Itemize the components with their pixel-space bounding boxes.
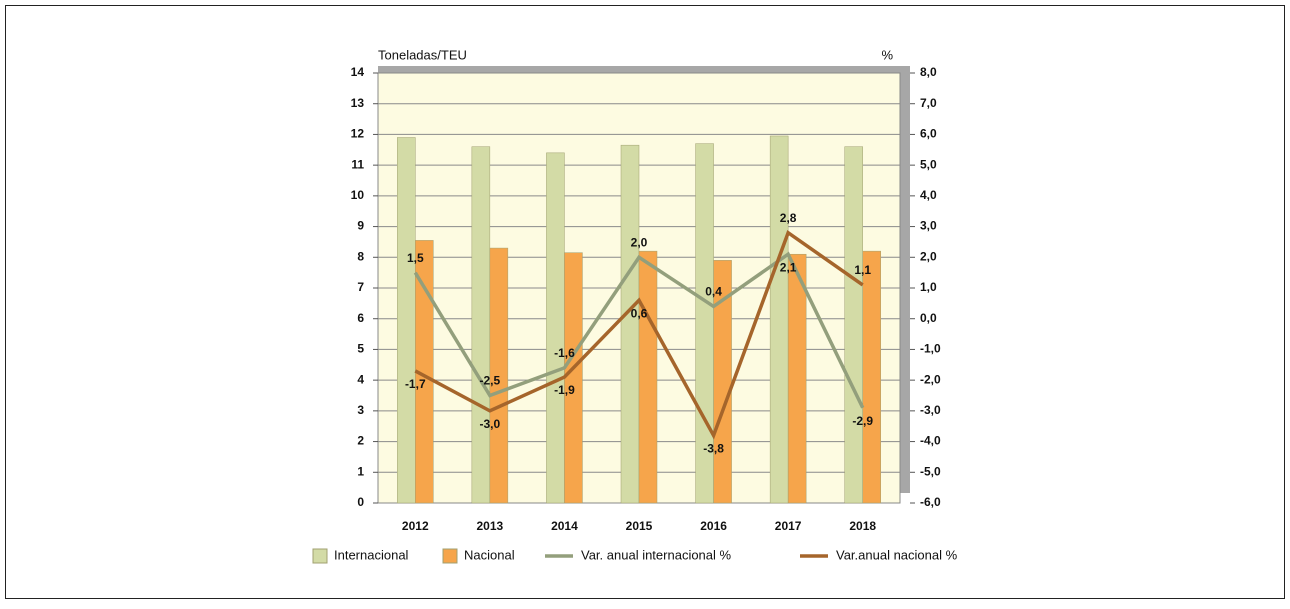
bar [844,146,863,504]
x-tick-label: 2015 [626,519,653,533]
bar [862,250,881,504]
y2-tick-label: -1,0 [920,342,941,356]
x-tick-label: 2014 [551,519,578,533]
y2-tick-label: -4,0 [920,434,941,448]
y-axis-label: Toneladas/TEU [378,47,467,62]
bar [489,247,509,504]
x-tick-label: 2012 [402,519,429,533]
value-label: -1,7 [405,377,426,391]
bar [787,253,807,504]
x-tick-label: 2017 [775,519,802,533]
value-label: -3,0 [480,417,501,431]
y2-axis-label: % [881,47,893,62]
y2-tick-label: 4,0 [920,188,937,202]
value-label: 1,1 [854,263,871,277]
y-tick-label: 10 [351,188,365,202]
y-tick-label: 11 [351,157,364,171]
y-tick-label: 0 [357,495,364,509]
bar [638,250,658,504]
y-tick-label: 2 [357,434,364,448]
legend-swatch [312,548,328,564]
value-label: -1,6 [554,346,575,360]
value-label: 1,5 [407,251,424,265]
y2-tick-label: 5,0 [920,157,937,171]
y-tick-label: 4 [357,372,364,386]
y-tick-label: 14 [351,65,365,79]
legend-label: Internacional [334,547,409,562]
y2-tick-label: -3,0 [920,403,941,417]
value-label: 0,4 [705,285,722,299]
legend-label: Nacional [464,547,515,562]
plot-shadow-right [900,66,910,493]
value-label: 2,8 [780,211,797,225]
y2-tick-label: 8,0 [920,65,937,79]
y2-tick-label: 2,0 [920,249,937,263]
x-tick-label: 2016 [700,519,727,533]
y2-tick-label: -2,0 [920,372,941,386]
y2-tick-label: 3,0 [920,219,937,233]
y2-tick-label: 1,0 [920,280,937,294]
y-tick-label: 7 [357,280,364,294]
line [413,251,865,409]
y-tick-label: 13 [351,96,365,110]
y-tick-label: 6 [357,311,364,325]
bar [397,137,416,504]
y-tick-label: 1 [357,464,364,478]
value-label: -1,9 [554,383,575,397]
bar [546,152,565,504]
legend-label: Var.anual nacional % [836,547,958,562]
x-tick-label: 2013 [477,519,504,533]
y2-tick-label: 6,0 [920,127,937,141]
bar [564,252,583,504]
y-tick-label: 5 [357,342,364,356]
value-label: -2,9 [852,414,873,428]
value-label: 2,0 [631,235,648,249]
legend-label: Var. anual internacional % [581,547,732,562]
line [414,229,864,440]
value-label: 2,1 [780,260,797,274]
plot-shadow-top [378,66,910,73]
bar [620,144,640,504]
value-label: 0,6 [631,306,648,320]
value-label: -2,5 [480,374,501,388]
y2-tick-label: -6,0 [920,495,941,509]
x-tick-label: 2018 [849,519,876,533]
y-tick-label: 8 [357,249,364,263]
legend-swatch [442,548,458,564]
y2-tick-label: -5,0 [920,464,941,478]
value-label: -3,8 [703,442,724,456]
bar [471,146,491,504]
y-tick-label: 12 [351,127,365,141]
y-tick-label: 3 [357,403,364,417]
y2-tick-label: 0,0 [920,311,937,325]
bar [769,135,789,504]
y-tick-label: 9 [357,219,364,233]
y2-tick-label: 7,0 [920,96,937,110]
